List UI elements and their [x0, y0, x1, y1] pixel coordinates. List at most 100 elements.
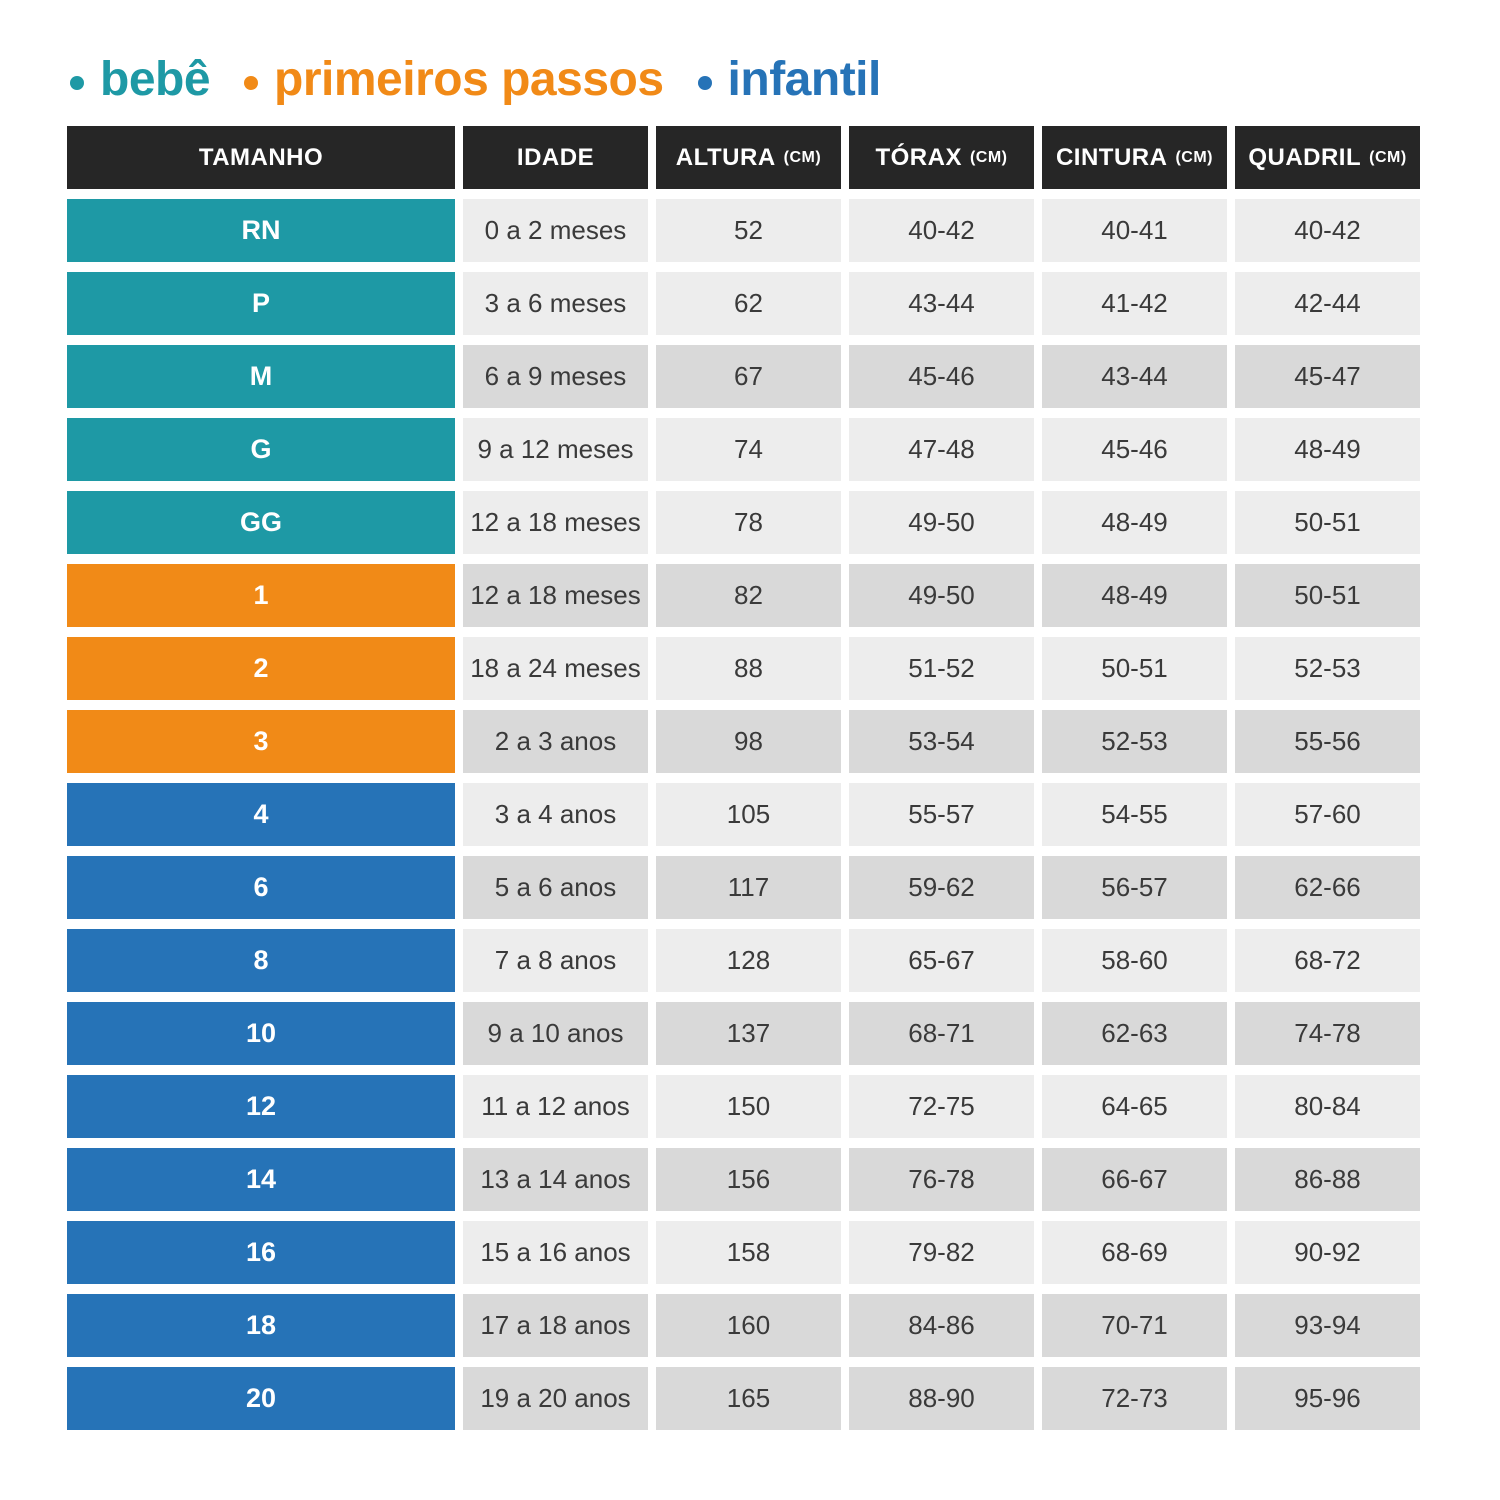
legend-label-primeiros-passos: primeiros passos: [274, 53, 664, 106]
size-cell-20: 20: [67, 1367, 455, 1430]
torax-cell: 59-62: [849, 856, 1034, 919]
size-cell-M: M: [67, 345, 455, 408]
column-header-cintura: CINTURA (CM): [1042, 126, 1227, 189]
cintura-cell: 41-42: [1042, 272, 1227, 335]
quadril-cell: 57-60: [1235, 783, 1420, 846]
torax-cell: 51-52: [849, 637, 1034, 700]
size-cell-12: 12: [67, 1075, 455, 1138]
torax-cell: 49-50: [849, 491, 1034, 554]
cintura-cell: 45-46: [1042, 418, 1227, 481]
cintura-cell: 54-55: [1042, 783, 1227, 846]
torax-cell: 55-57: [849, 783, 1034, 846]
size-cell-6: 6: [67, 856, 455, 919]
idade-cell: 7 a 8 anos: [463, 929, 648, 992]
altura-cell: 67: [656, 345, 841, 408]
size-cell-14: 14: [67, 1148, 455, 1211]
cintura-cell: 68-69: [1042, 1221, 1227, 1284]
cintura-cell: 50-51: [1042, 637, 1227, 700]
torax-cell: 72-75: [849, 1075, 1034, 1138]
bullet-icon: [697, 75, 712, 90]
idade-cell: 12 a 18 meses: [463, 491, 648, 554]
torax-cell: 79-82: [849, 1221, 1034, 1284]
column-header-unit: (CM): [783, 148, 822, 166]
altura-cell: 82: [656, 564, 841, 627]
size-cell-RN: RN: [67, 199, 455, 262]
size-cell-G: G: [67, 418, 455, 481]
column-header-altura: ALTURA (CM): [656, 126, 841, 189]
torax-cell: 43-44: [849, 272, 1034, 335]
column-header-tamanho: TAMANHO: [67, 126, 455, 189]
torax-cell: 84-86: [849, 1294, 1034, 1357]
idade-cell: 11 a 12 anos: [463, 1075, 648, 1138]
torax-cell: 45-46: [849, 345, 1034, 408]
altura-cell: 78: [656, 491, 841, 554]
quadril-cell: 62-66: [1235, 856, 1420, 919]
size-cell-8: 8: [67, 929, 455, 992]
size-table: TAMANHO IDADE ALTURA (CM) TÓRAX (CM) CINTURA (C…: [67, 126, 1420, 1430]
size-cell-10: 10: [67, 1002, 455, 1065]
idade-cell: 3 a 6 meses: [463, 272, 648, 335]
cintura-cell: 48-49: [1042, 491, 1227, 554]
size-cell-3: 3: [67, 710, 455, 773]
altura-cell: 150: [656, 1075, 841, 1138]
legend-label-infantil: infantil: [727, 53, 882, 106]
altura-cell: 165: [656, 1367, 841, 1430]
quadril-cell: 42-44: [1235, 272, 1420, 335]
idade-cell: 17 a 18 anos: [463, 1294, 648, 1357]
column-header-label: TAMANHO: [198, 143, 324, 171]
size-cell-P: P: [67, 272, 455, 335]
legend-item-primeiros-passos: primeiros passos: [244, 52, 664, 107]
altura-cell: 158: [656, 1221, 841, 1284]
altura-cell: 52: [656, 199, 841, 262]
quadril-cell: 40-42: [1235, 199, 1420, 262]
altura-cell: 88: [656, 637, 841, 700]
quadril-cell: 95-96: [1235, 1367, 1420, 1430]
quadril-cell: 80-84: [1235, 1075, 1420, 1138]
torax-cell: 49-50: [849, 564, 1034, 627]
idade-cell: 9 a 12 meses: [463, 418, 648, 481]
column-header-label: QUADRIL: [1248, 143, 1362, 171]
idade-cell: 19 a 20 anos: [463, 1367, 648, 1430]
size-cell-18: 18: [67, 1294, 455, 1357]
column-header-unit: (CM): [1369, 148, 1407, 166]
quadril-cell: 86-88: [1235, 1148, 1420, 1211]
altura-cell: 160: [656, 1294, 841, 1357]
torax-cell: 76-78: [849, 1148, 1034, 1211]
legend-item-bebe: bebê: [70, 52, 211, 107]
size-cell-2: 2: [67, 637, 455, 700]
column-header-unit: (CM): [969, 148, 1008, 166]
altura-cell: 105: [656, 783, 841, 846]
cintura-cell: 64-65: [1042, 1075, 1227, 1138]
column-header-unit: (CM): [1175, 148, 1214, 166]
size-cell-GG: GG: [67, 491, 455, 554]
torax-cell: 88-90: [849, 1367, 1034, 1430]
quadril-cell: 52-53: [1235, 637, 1420, 700]
idade-cell: 6 a 9 meses: [463, 345, 648, 408]
idade-cell: 2 a 3 anos: [463, 710, 648, 773]
altura-cell: 137: [656, 1002, 841, 1065]
altura-cell: 98: [656, 710, 841, 773]
idade-cell: 13 a 14 anos: [463, 1148, 648, 1211]
quadril-cell: 74-78: [1235, 1002, 1420, 1065]
idade-cell: 18 a 24 meses: [463, 637, 648, 700]
size-cell-16: 16: [67, 1221, 455, 1284]
quadril-cell: 93-94: [1235, 1294, 1420, 1357]
torax-cell: 65-67: [849, 929, 1034, 992]
cintura-cell: 72-73: [1042, 1367, 1227, 1430]
category-legend: bebê primeiros passos infantil: [70, 52, 881, 107]
torax-cell: 40-42: [849, 199, 1034, 262]
cintura-cell: 62-63: [1042, 1002, 1227, 1065]
altura-cell: 117: [656, 856, 841, 919]
column-header-label: TÓRAX: [875, 143, 962, 171]
cintura-cell: 56-57: [1042, 856, 1227, 919]
size-cell-4: 4: [67, 783, 455, 846]
idade-cell: 12 a 18 meses: [463, 564, 648, 627]
column-header-torax: TÓRAX (CM): [849, 126, 1034, 189]
altura-cell: 74: [656, 418, 841, 481]
bullet-icon: [244, 75, 259, 90]
idade-cell: 9 a 10 anos: [463, 1002, 648, 1065]
bullet-icon: [70, 75, 84, 90]
quadril-cell: 50-51: [1235, 564, 1420, 627]
cintura-cell: 43-44: [1042, 345, 1227, 408]
